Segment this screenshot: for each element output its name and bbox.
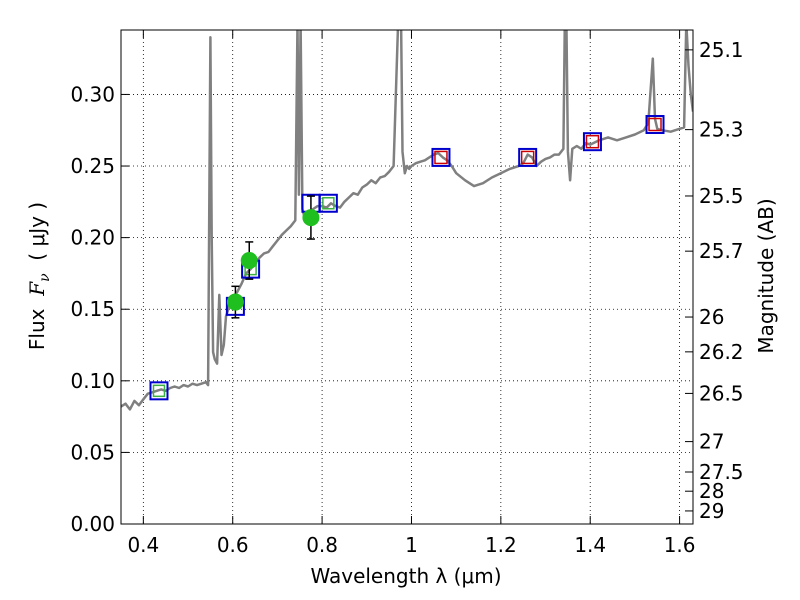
x-axis-label: Wavelength λ (μm) (310, 564, 501, 588)
x-tick-label: 1.2 (485, 533, 517, 557)
plot-frame (120, 29, 694, 525)
y2-tick-label: 25.3 (699, 118, 744, 142)
y2-tick-label: 28 (699, 479, 724, 503)
y2-tick-label: 25.1 (699, 38, 744, 62)
x-tick-label: 0.8 (306, 533, 338, 557)
y2-tick-label: 26.5 (699, 381, 744, 405)
model-photometry-series (149, 115, 665, 401)
y2-tick-label: 27 (699, 430, 724, 454)
y-tick-label: 0.00 (70, 512, 115, 536)
model-box-point (582, 132, 602, 152)
y-tick-label: 0.30 (70, 82, 115, 106)
green-box-point (322, 197, 335, 210)
x-tick-label: 0.6 (217, 533, 249, 557)
y-tick-label: 0.05 (70, 440, 115, 464)
spectrum-series (121, 30, 693, 411)
model-box-point (645, 115, 665, 135)
y-tick-label: 0.10 (70, 369, 115, 393)
green-box-point (152, 384, 166, 398)
grid (121, 30, 693, 524)
red-box-point (434, 150, 448, 165)
model-box-point (518, 147, 538, 167)
y-tick-label: 0.20 (70, 226, 115, 250)
observed-photometry-series (226, 195, 320, 319)
x-tick-label: 1.4 (574, 533, 606, 557)
y2-tick-label: 26.2 (699, 340, 744, 364)
red-box-point (648, 117, 662, 132)
y-axis-label-symbol: F (25, 281, 49, 297)
model-box-point (149, 381, 169, 401)
y-tick-label: 0.15 (70, 297, 115, 321)
y-axis-label-unit: ( μJy ) (25, 202, 49, 274)
x-tick-label: 0.4 (127, 533, 159, 557)
y2-tick-label: 26 (699, 305, 724, 329)
y2-tick-label: 29 (699, 499, 724, 523)
x-tick-label: 1.6 (664, 533, 696, 557)
red-box-point (520, 150, 535, 165)
model-box-point (318, 193, 338, 213)
observed-point (302, 209, 320, 227)
y-axis-label-text: Flux (25, 296, 49, 350)
x-axis-ticks: 0.4 0.6 0.8 1 1.2 1.4 1.6 (127, 30, 696, 557)
observed-point (226, 293, 244, 311)
observed-point (240, 252, 258, 270)
y2-tick-label: 25.5 (699, 184, 744, 208)
y-tick-label: 0.25 (70, 154, 115, 178)
red-box-point (585, 134, 600, 149)
x-tick-label: 1 (405, 533, 418, 557)
y-axis-label: Flux Fν ( μJy ) (25, 202, 53, 350)
y2-tick-label: 25.7 (699, 239, 744, 263)
spectrum-line (121, 30, 693, 411)
y-axis-label-subscript: ν (37, 273, 53, 282)
model-box-point (431, 147, 451, 167)
y2-tick-label: 27.5 (699, 460, 744, 484)
y2-axis-label: Magnitude (AB) (754, 198, 778, 353)
y-axis-ticks: 0.00 0.05 0.10 0.15 0.20 0.25 0.30 (70, 82, 129, 536)
